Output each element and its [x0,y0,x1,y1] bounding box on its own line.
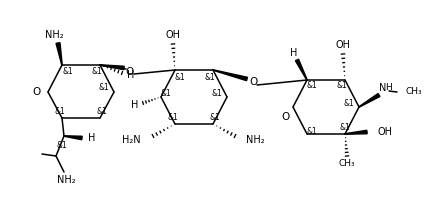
Text: NH₂: NH₂ [246,135,265,145]
Text: &1: &1 [63,68,73,76]
Text: &1: &1 [57,142,67,150]
Text: &1: &1 [168,114,178,122]
Text: &1: &1 [340,123,350,132]
Text: O: O [249,77,257,87]
Text: &1: &1 [337,82,347,90]
Text: H₂N: H₂N [122,135,141,145]
Text: OH: OH [336,40,350,50]
Text: &1: &1 [97,108,108,116]
Text: NH₂: NH₂ [44,30,64,40]
Text: H: H [130,100,138,110]
Polygon shape [213,70,248,81]
Polygon shape [295,59,307,80]
Text: &1: &1 [212,90,222,98]
Polygon shape [345,130,367,134]
Text: &1: &1 [161,90,172,98]
Text: H: H [290,48,298,58]
Text: &1: &1 [98,84,109,92]
Text: O: O [33,87,41,97]
Text: &1: &1 [307,82,318,90]
Text: OH: OH [165,30,181,40]
Text: NH₂: NH₂ [57,175,75,185]
Text: &1: &1 [343,99,354,108]
Text: &1: &1 [92,68,102,76]
Text: H: H [127,70,134,80]
Text: O: O [126,67,134,77]
Text: OH: OH [378,127,393,137]
Text: &1: &1 [307,127,318,136]
Text: N: N [379,83,387,93]
Polygon shape [100,65,124,70]
Text: &1: &1 [175,72,185,82]
Polygon shape [56,43,62,65]
Polygon shape [64,136,82,140]
Text: H: H [385,84,392,92]
Text: CH₃: CH₃ [339,160,355,168]
Text: H: H [88,133,95,143]
Polygon shape [359,93,380,107]
Text: CH₃: CH₃ [406,86,422,96]
Text: &1: &1 [205,72,216,82]
Text: &1: &1 [54,108,65,116]
Text: O: O [281,112,289,122]
Text: &1: &1 [210,114,220,122]
